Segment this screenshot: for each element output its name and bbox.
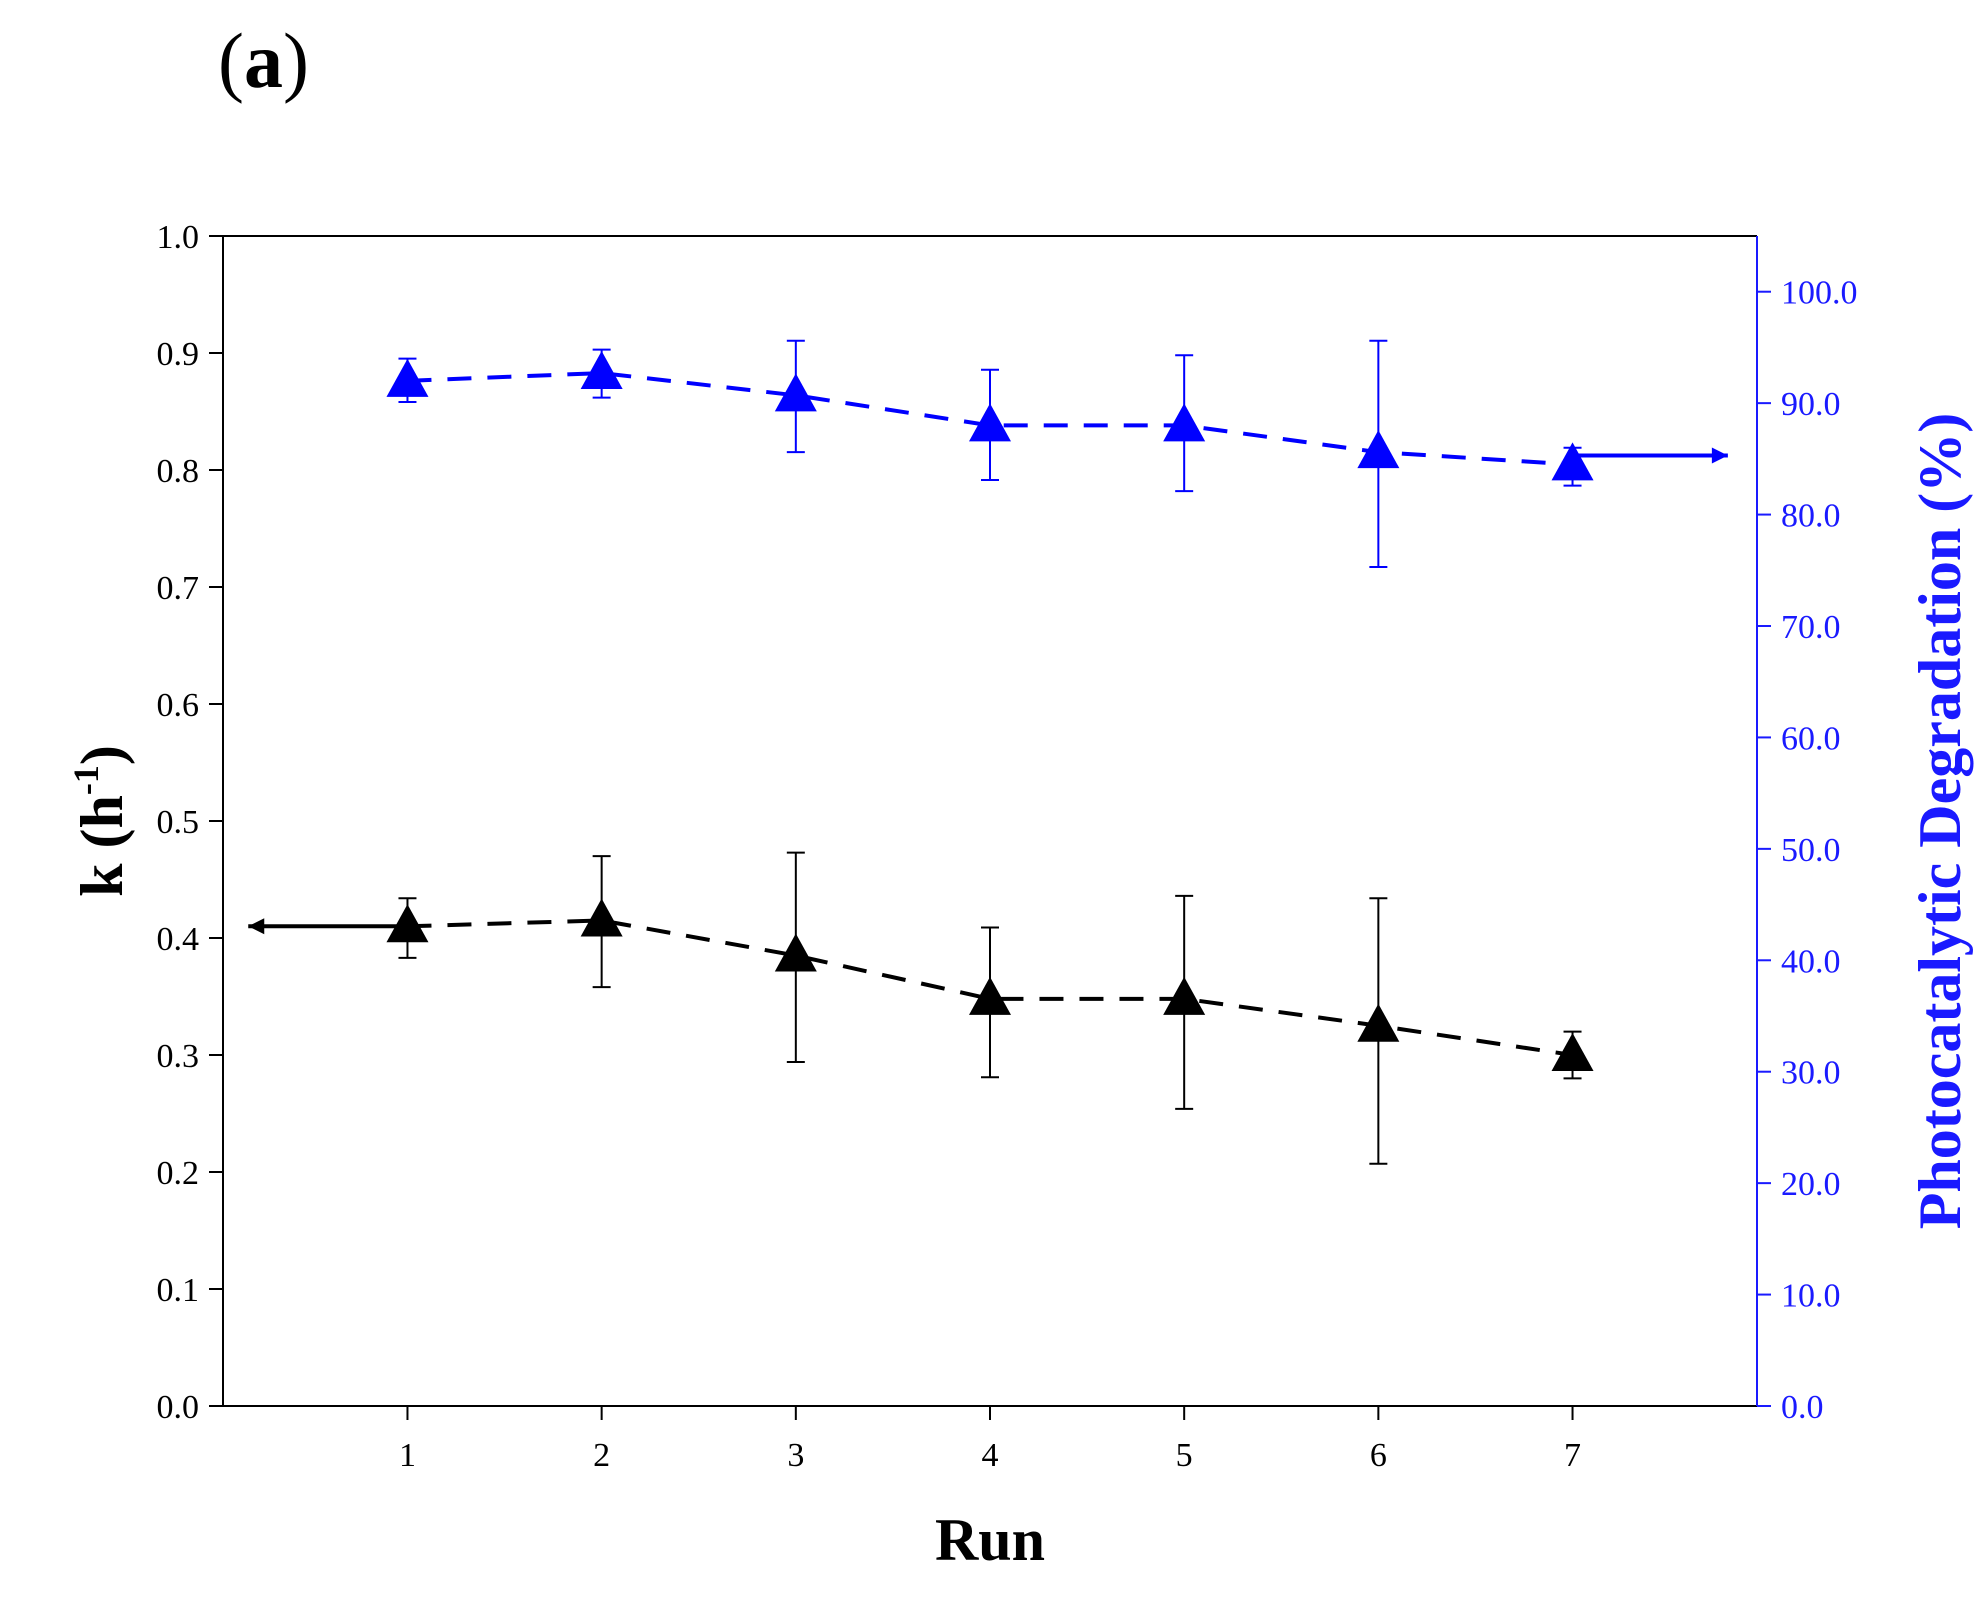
y2-tick-label: 0.0 <box>1781 1389 1824 1426</box>
data-point <box>580 351 623 390</box>
data-point <box>1163 403 1206 442</box>
y2-tick-label: 20.0 <box>1781 1166 1841 1203</box>
y2-tick-label: 70.0 <box>1781 609 1841 646</box>
data-point <box>1357 430 1400 469</box>
y-tick-label: 0.7 <box>157 570 200 607</box>
y2-tick-label: 80.0 <box>1781 498 1841 535</box>
y2-tick-label: 10.0 <box>1781 1278 1841 1315</box>
y-tick-label: 0.2 <box>157 1155 200 1192</box>
data-point <box>774 933 817 972</box>
data-point <box>1163 976 1206 1015</box>
x-axis-title: Run <box>935 1507 1045 1573</box>
panel-letter: a <box>243 17 283 104</box>
axis-arrow-head <box>1711 447 1728 464</box>
y2-tick-label: 50.0 <box>1781 832 1841 869</box>
y-tick-label: 0.0 <box>157 1389 200 1426</box>
series-layer <box>248 339 1728 1165</box>
y-tick-label: 0.3 <box>157 1038 200 1075</box>
data-point <box>969 976 1011 1015</box>
x-tick-label: 5 <box>1176 1437 1193 1474</box>
data-point <box>1551 1033 1594 1071</box>
y2-tick-label: 60.0 <box>1781 720 1841 757</box>
x-tick-label: 7 <box>1564 1437 1581 1474</box>
y2-axis-title: Photocatalytic Degradation (%) <box>1907 413 1973 1230</box>
data-point <box>386 358 429 397</box>
x-tick-label: 4 <box>982 1437 999 1474</box>
series-degradation <box>386 339 1728 568</box>
x-axis: 1 2 3 4 5 6 7 <box>399 1406 1581 1474</box>
y-tick-label: 0.8 <box>157 453 200 490</box>
y-axis-right: 0.0 10.0 20.0 30.0 40.0 50.0 60.0 70.0 80.0 90.0 1… <box>1757 275 1858 1426</box>
y2-tick-label: 40.0 <box>1781 943 1841 980</box>
y-axis-left: 0.0 0.1 0.2 0.3 0.4 0.5 0.6 0.7 0.8 0.9 1.0 <box>157 219 223 1426</box>
x-tick-label: 1 <box>399 1437 416 1474</box>
y2-tick-label: 30.0 <box>1781 1055 1841 1092</box>
y2-tick-label: 100.0 <box>1781 275 1858 312</box>
x-tick-label: 6 <box>1370 1437 1387 1474</box>
data-point <box>774 373 817 412</box>
x-tick-label: 3 <box>787 1437 804 1474</box>
series-k <box>248 851 1594 1165</box>
data-point <box>1357 1003 1400 1042</box>
panel-label: (a) <box>218 17 309 104</box>
data-point <box>969 403 1011 442</box>
y-tick-label: 0.1 <box>157 1272 200 1309</box>
data-point <box>1551 442 1594 481</box>
y-tick-label: 1.0 <box>157 219 200 256</box>
y-tick-label: 0.5 <box>157 804 200 841</box>
y-tick-label: 0.9 <box>157 336 200 373</box>
data-point <box>580 898 623 937</box>
y2-tick-label: 90.0 <box>1781 386 1841 423</box>
y-tick-label: 0.6 <box>157 687 200 724</box>
data-point <box>386 904 429 943</box>
y-tick-label: 0.4 <box>157 921 200 958</box>
y-axis-title: k (h-1) <box>66 745 135 897</box>
axis-arrow-head <box>248 918 265 935</box>
y-axis-title-superscript: -1 <box>66 765 106 795</box>
x-tick-label: 2 <box>593 1437 610 1474</box>
